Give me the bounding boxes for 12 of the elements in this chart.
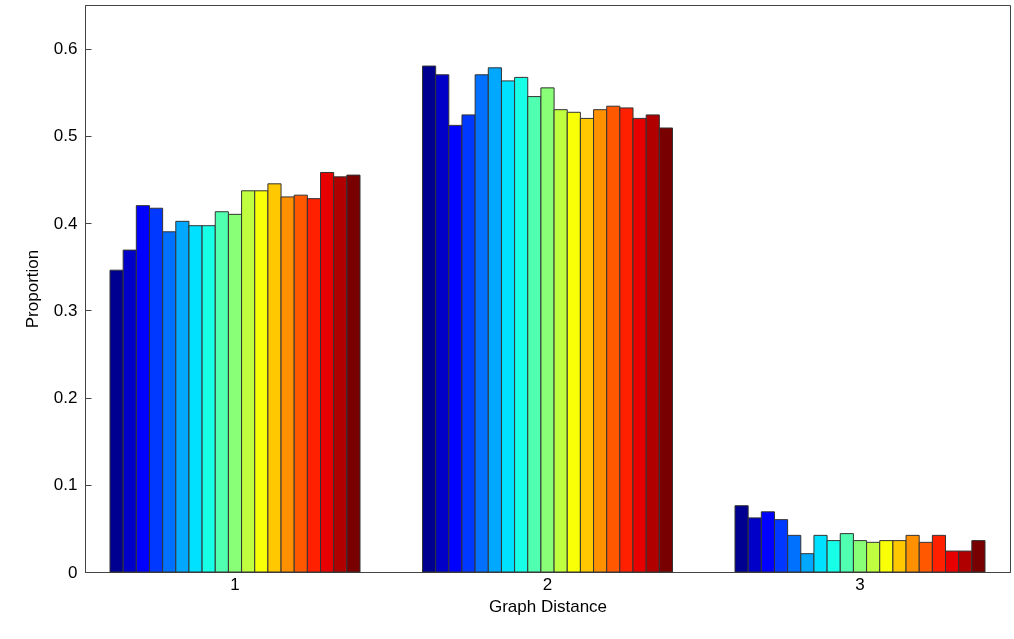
x-tick-label: 3 xyxy=(855,574,865,594)
y-tick-label: 0 xyxy=(68,562,78,582)
y-tick-label: 0.3 xyxy=(53,300,78,320)
y-tick-label: 0.6 xyxy=(53,39,78,59)
y-axis-title: Proportion xyxy=(22,249,42,329)
y-tick-label: 0.5 xyxy=(53,126,78,146)
x-tick-label: 1 xyxy=(230,574,240,594)
y-tick-label: 0.4 xyxy=(53,213,78,233)
x-axis-title: Graph Distance xyxy=(488,596,608,616)
y-tick-label: 0.2 xyxy=(53,388,78,408)
x-tick-label: 2 xyxy=(542,574,553,594)
y-tick-label: 0.1 xyxy=(53,475,78,495)
